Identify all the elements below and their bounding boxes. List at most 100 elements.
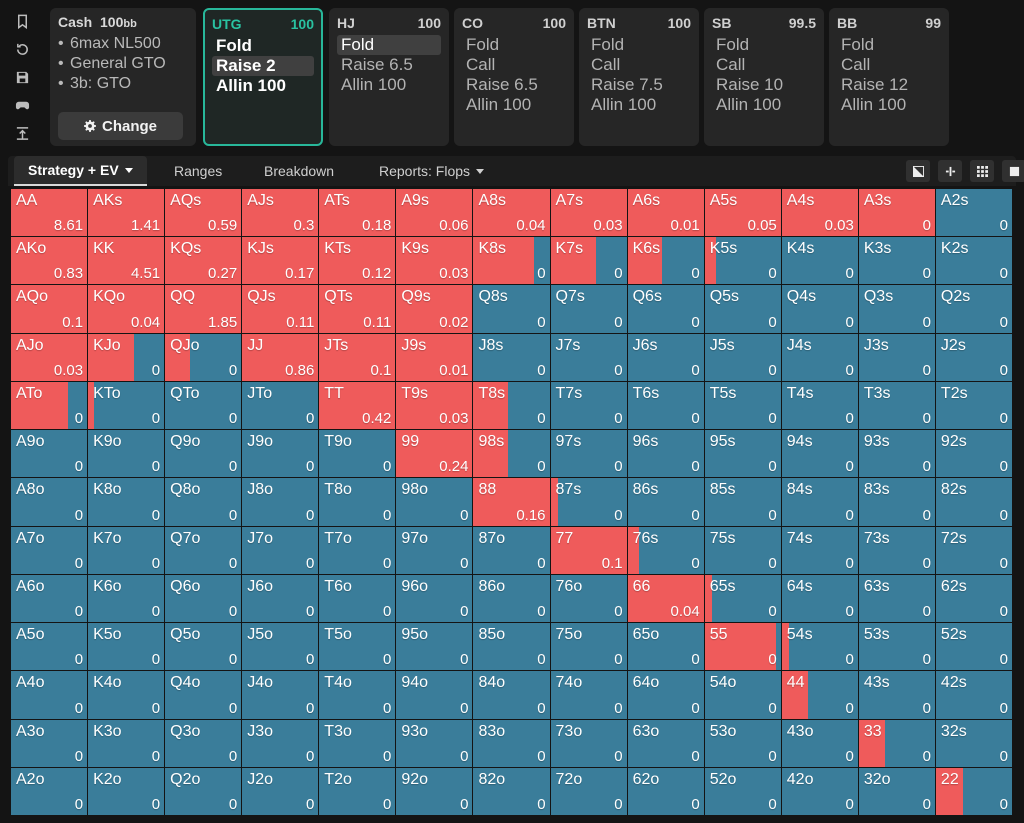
hand-cell[interactable]: K2s 0: [935, 237, 1012, 285]
view-single-button[interactable]: [1002, 160, 1024, 182]
hand-cell[interactable]: 96o 0: [396, 574, 473, 623]
hand-cell[interactable]: KJs 0.17: [242, 237, 319, 285]
gamepad-icon[interactable]: [11, 94, 33, 116]
hand-cell[interactable]: Q3o 0: [165, 719, 242, 767]
hand-cell[interactable]: K8o 0: [88, 478, 165, 526]
hand-cell[interactable]: 55 0: [704, 623, 781, 671]
hand-cell[interactable]: 32s 0: [935, 719, 1012, 767]
hand-cell[interactable]: Q9s 0.02: [396, 285, 473, 333]
hand-cell[interactable]: AA 8.61: [11, 189, 88, 237]
hand-cell[interactable]: 64s 0: [781, 574, 858, 623]
hand-cell[interactable]: A3s 0: [858, 189, 935, 237]
hand-cell[interactable]: AKo 0.83: [11, 237, 88, 285]
hand-cell[interactable]: J4s 0: [781, 333, 858, 381]
hand-cell[interactable]: J3s 0: [858, 333, 935, 381]
hand-cell[interactable]: AJo 0.03: [11, 333, 88, 381]
hand-cell[interactable]: 97o 0: [396, 526, 473, 574]
hand-cell[interactable]: 84s 0: [781, 478, 858, 526]
hand-cell[interactable]: Q4o 0: [165, 671, 242, 719]
action-item[interactable]: Raise 2: [212, 56, 314, 76]
hand-cell[interactable]: 82o 0: [473, 767, 550, 815]
action-item[interactable]: Raise 6.5: [466, 75, 538, 94]
action-item[interactable]: Fold: [841, 35, 875, 54]
action-item[interactable]: Call: [591, 55, 621, 74]
action-item[interactable]: Call: [466, 55, 496, 74]
hand-cell[interactable]: 74o 0: [550, 671, 627, 719]
hand-cell[interactable]: T8o 0: [319, 478, 396, 526]
hand-cell[interactable]: A2s 0: [935, 189, 1012, 237]
hand-cell[interactable]: A6o 0: [11, 574, 88, 623]
hand-cell[interactable]: Q6o 0: [165, 574, 242, 623]
hand-cell[interactable]: 82s 0: [935, 478, 1012, 526]
hand-cell[interactable]: 94s 0: [781, 430, 858, 478]
hand-cell[interactable]: 74s 0: [781, 526, 858, 574]
hand-cell[interactable]: 96s 0: [627, 430, 704, 478]
hand-cell[interactable]: Q8s 0: [473, 285, 550, 333]
hand-cell[interactable]: 95o 0: [396, 623, 473, 671]
hand-cell[interactable]: QQ 1.85: [165, 285, 242, 333]
hand-cell[interactable]: 93o 0: [396, 719, 473, 767]
action-item[interactable]: Allin 100: [591, 95, 657, 114]
hand-cell[interactable]: J7s 0: [550, 333, 627, 381]
action-item[interactable]: Fold: [466, 35, 500, 54]
hand-cell[interactable]: 76s 0: [627, 526, 704, 574]
hand-cell[interactable]: J9o 0: [242, 430, 319, 478]
hand-cell[interactable]: 84o 0: [473, 671, 550, 719]
hand-cell[interactable]: 85s 0: [704, 478, 781, 526]
hand-cell[interactable]: 64o 0: [627, 671, 704, 719]
action-item[interactable]: Allin 100: [841, 95, 907, 114]
position-card-btn[interactable]: BTN 100 Fold Call Raise 7.5 Allin 100: [579, 8, 699, 146]
hand-cell[interactable]: 77 0.1: [550, 526, 627, 574]
hand-cell[interactable]: T6o 0: [319, 574, 396, 623]
hand-cell[interactable]: T9o 0: [319, 430, 396, 478]
hand-cell[interactable]: T2o 0: [319, 767, 396, 815]
hand-cell[interactable]: J7o 0: [242, 526, 319, 574]
tab-reports-flops[interactable]: Reports: Flops: [379, 156, 485, 186]
hand-cell[interactable]: K3s 0: [858, 237, 935, 285]
position-card-utg[interactable]: UTG 100 Fold Raise 2 Allin 100: [203, 8, 323, 146]
hand-cell[interactable]: 95s 0: [704, 430, 781, 478]
hand-cell[interactable]: KQo 0.04: [88, 285, 165, 333]
hand-cell[interactable]: Q5o 0: [165, 623, 242, 671]
hand-cell[interactable]: J6s 0: [627, 333, 704, 381]
hand-cell[interactable]: A5s 0.05: [704, 189, 781, 237]
hand-cell[interactable]: A9o 0: [11, 430, 88, 478]
hand-cell[interactable]: T7o 0: [319, 526, 396, 574]
hand-cell[interactable]: Q2s 0: [935, 285, 1012, 333]
hand-cell[interactable]: J2s 0: [935, 333, 1012, 381]
hand-cell[interactable]: J5s 0: [704, 333, 781, 381]
hand-cell[interactable]: AKs 1.41: [88, 189, 165, 237]
hand-cell[interactable]: 43o 0: [781, 719, 858, 767]
hand-cell[interactable]: Q7s 0: [550, 285, 627, 333]
hand-cell[interactable]: 63s 0: [858, 574, 935, 623]
hand-cell[interactable]: 52s 0: [935, 623, 1012, 671]
hand-cell[interactable]: 72o 0: [550, 767, 627, 815]
view-grid-button[interactable]: [970, 160, 994, 182]
hand-cell[interactable]: A6s 0.01: [627, 189, 704, 237]
hand-cell[interactable]: 63o 0: [627, 719, 704, 767]
hand-cell[interactable]: T3s 0: [858, 381, 935, 430]
hand-cell[interactable]: 72s 0: [935, 526, 1012, 574]
hand-cell[interactable]: K8s 0: [473, 237, 550, 285]
hand-cell[interactable]: Q3s 0: [858, 285, 935, 333]
hand-cell[interactable]: 86s 0: [627, 478, 704, 526]
hand-cell[interactable]: J4o 0: [242, 671, 319, 719]
hand-cell[interactable]: 92o 0: [396, 767, 473, 815]
hand-cell[interactable]: 75s 0: [704, 526, 781, 574]
hand-cell[interactable]: T3o 0: [319, 719, 396, 767]
hand-cell[interactable]: 52o 0: [704, 767, 781, 815]
hand-cell[interactable]: 42s 0: [935, 671, 1012, 719]
hand-cell[interactable]: 65o 0: [627, 623, 704, 671]
hand-cell[interactable]: 76o 0: [550, 574, 627, 623]
action-item[interactable]: Allin 100: [466, 95, 532, 114]
position-card-bb[interactable]: BB 99 Fold Call Raise 12 Allin 100: [829, 8, 949, 146]
hand-cell[interactable]: A2o 0: [11, 767, 88, 815]
hand-cell[interactable]: 73s 0: [858, 526, 935, 574]
hand-cell[interactable]: J2o 0: [242, 767, 319, 815]
hand-cell[interactable]: A4s 0.03: [781, 189, 858, 237]
view-split-button[interactable]: [938, 160, 962, 182]
hand-cell[interactable]: 73o 0: [550, 719, 627, 767]
hand-cell[interactable]: 66 0.04: [627, 574, 704, 623]
hand-cell[interactable]: 65s 0: [704, 574, 781, 623]
hand-cell[interactable]: K2o 0: [88, 767, 165, 815]
